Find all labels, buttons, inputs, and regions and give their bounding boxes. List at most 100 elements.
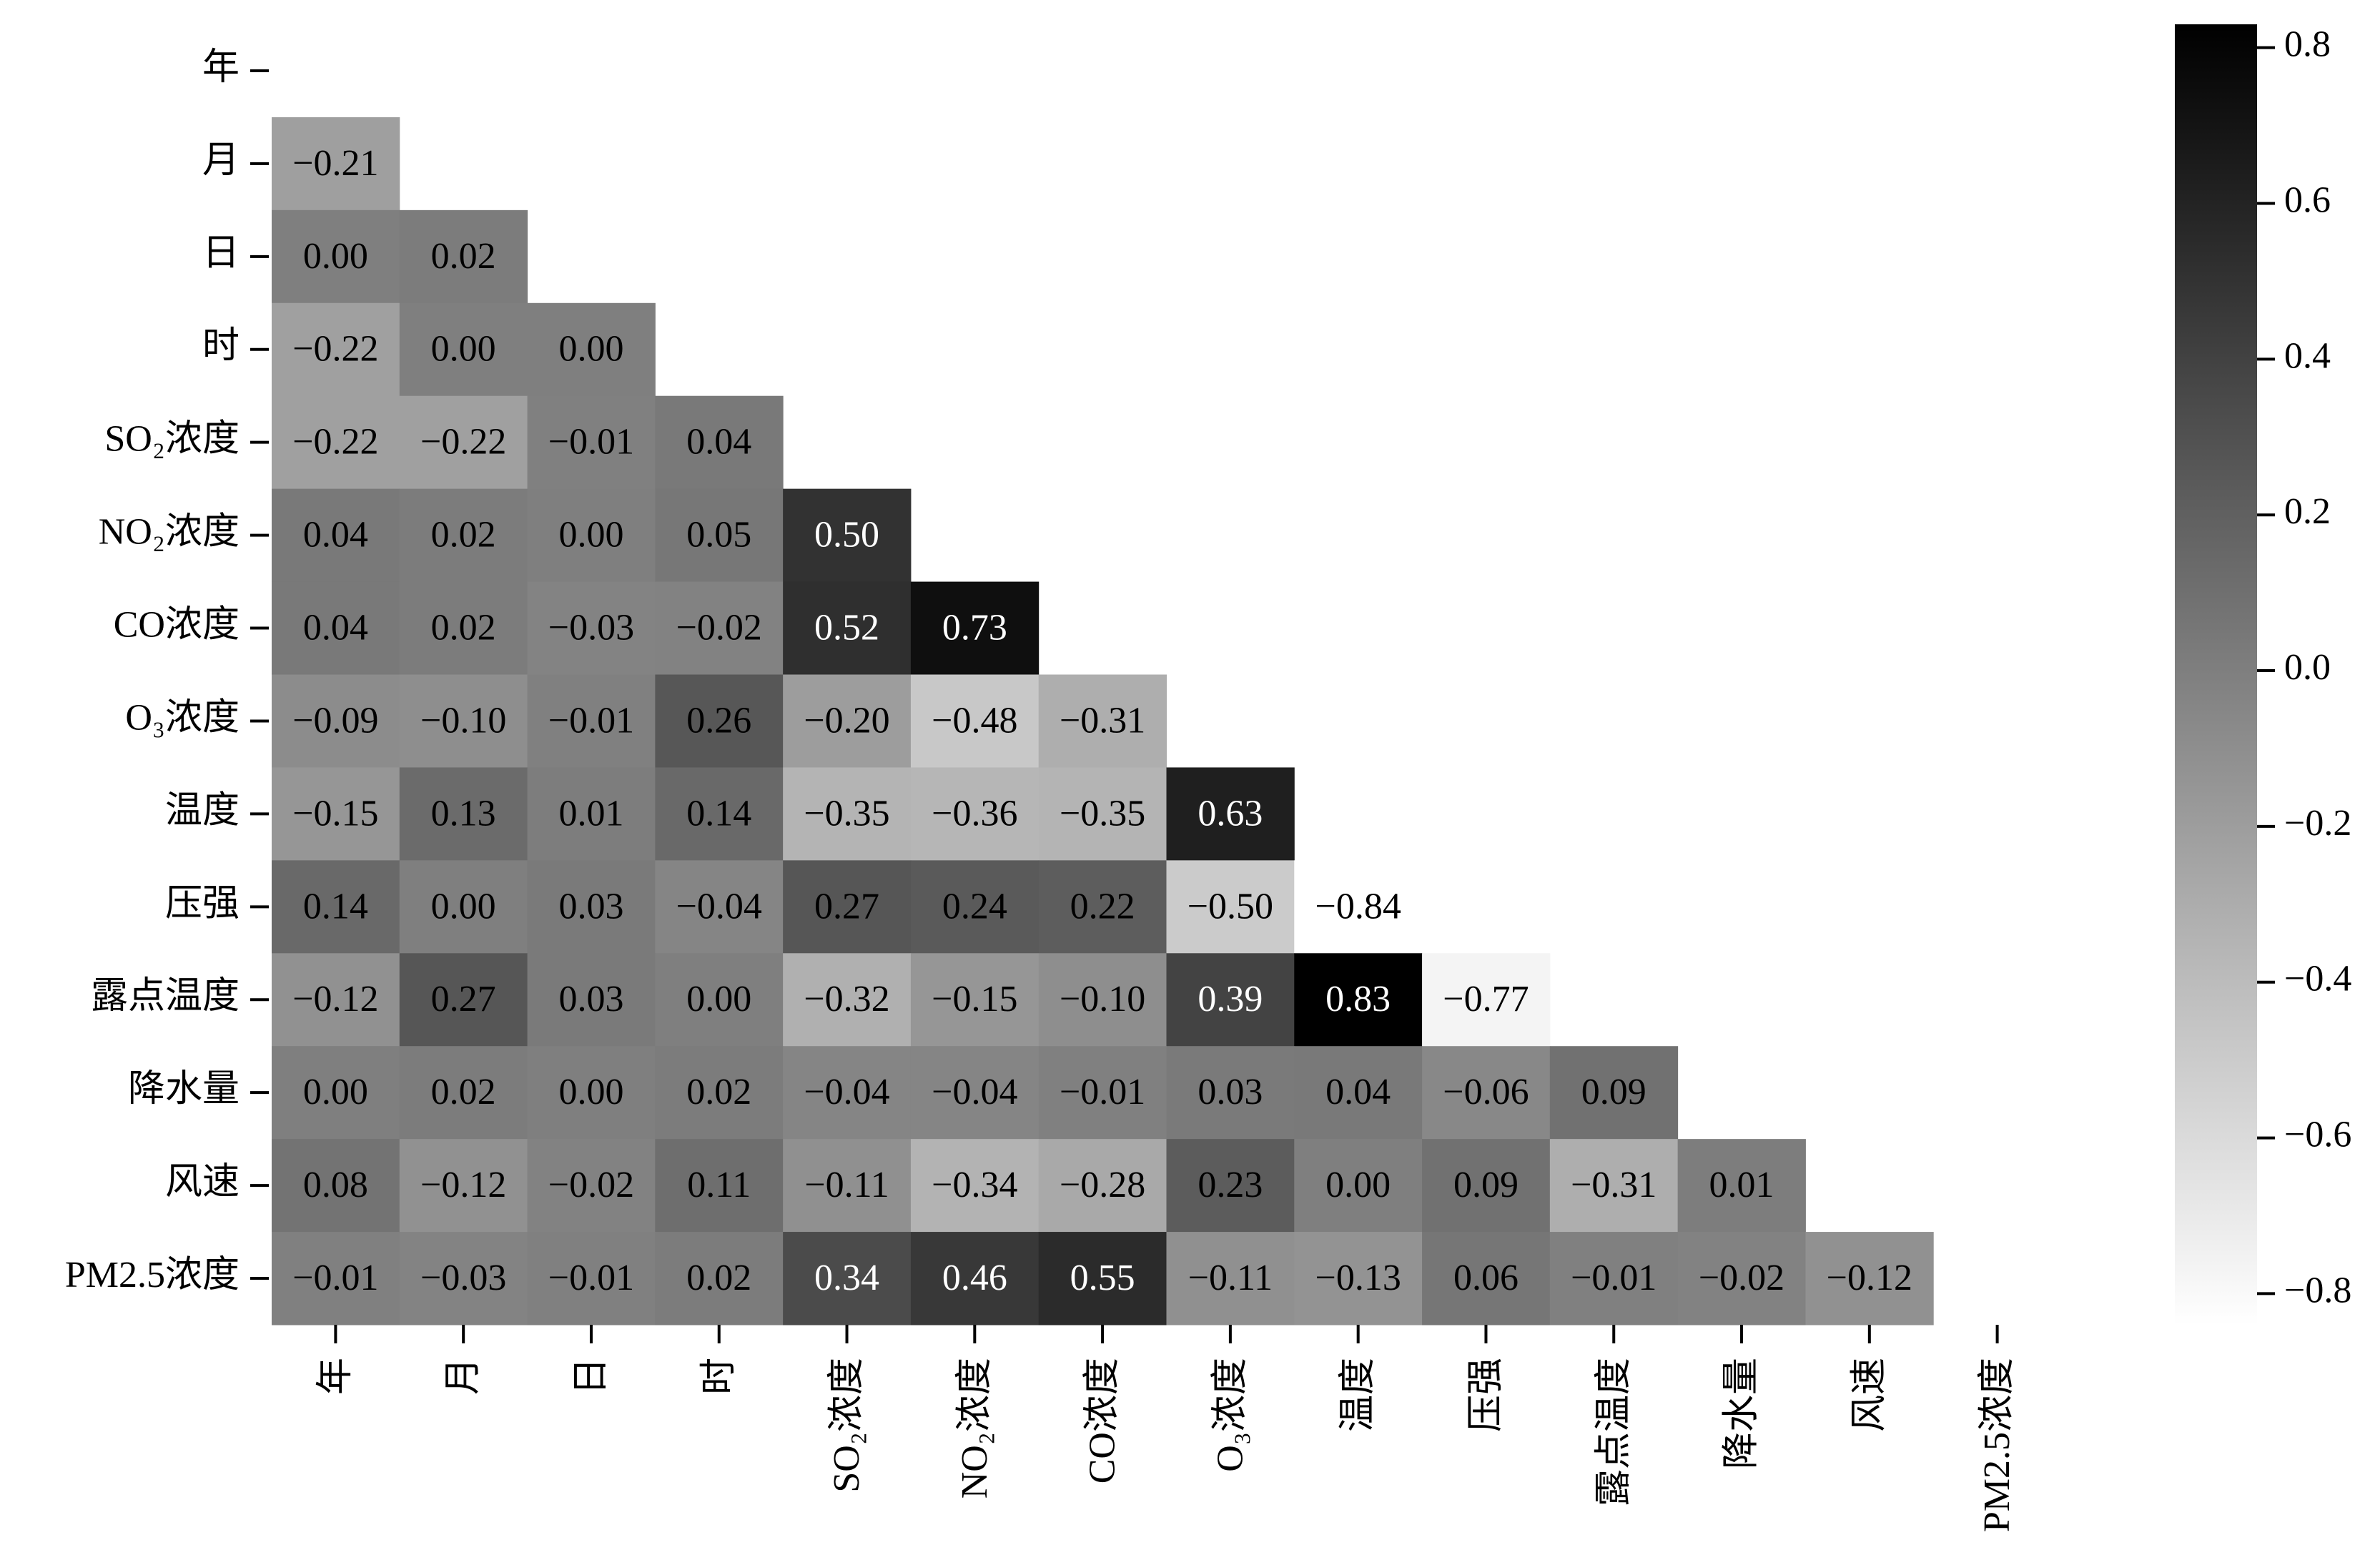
cell-label: −0.01 — [292, 1258, 378, 1298]
cell-label: −0.48 — [932, 700, 1017, 741]
colorbar-tick-label: −0.6 — [2284, 1115, 2351, 1155]
cell-label: −0.11 — [804, 1165, 889, 1205]
heatmap-cell — [783, 1046, 912, 1140]
cell-label: 0.50 — [814, 515, 879, 556]
heatmap-cell — [1038, 1046, 1167, 1140]
heatmap-cell — [399, 674, 528, 768]
heatmap-cell — [1422, 1232, 1551, 1326]
heatmap-cell — [910, 860, 1040, 954]
cell-label: −0.06 — [1443, 1072, 1529, 1112]
cell-label: −0.12 — [292, 979, 378, 1020]
y-tick-label: 时 — [202, 326, 240, 367]
x-tick-label: CO浓度 — [1082, 1358, 1123, 1484]
cell-label: 0.26 — [686, 700, 751, 741]
y-tick-label: PM2.5浓度 — [65, 1255, 240, 1295]
cell-label: −0.01 — [548, 422, 634, 463]
heatmap-cell — [527, 953, 656, 1047]
y-tick-label: 年 — [202, 47, 240, 88]
heatmap-cell — [399, 953, 528, 1047]
heatmap-cell — [1549, 1139, 1679, 1233]
x-tick-label: 日 — [571, 1358, 611, 1395]
cell-label: −0.04 — [932, 1072, 1017, 1112]
heatmap-cell — [399, 1139, 528, 1233]
heatmap-cell — [399, 302, 528, 397]
cell-label: −0.77 — [1443, 979, 1529, 1020]
cell-label: 0.23 — [1198, 1165, 1263, 1205]
cell-label: −0.01 — [1571, 1258, 1656, 1298]
heatmap-cell — [1294, 953, 1423, 1047]
cell-label: −0.35 — [804, 793, 889, 834]
cell-label: 0.02 — [686, 1258, 751, 1298]
heatmap-cell — [527, 674, 656, 768]
heatmap-cell — [655, 581, 784, 675]
cell-label: 0.00 — [303, 1072, 368, 1112]
cell-label: −0.04 — [676, 886, 762, 927]
y-tick-label: O₃浓度 — [125, 697, 240, 738]
cell-label: −0.13 — [1315, 1258, 1401, 1298]
colorbar-tick-label: 0.0 — [2284, 647, 2331, 688]
cell-label: 0.03 — [558, 979, 623, 1020]
x-tick-label: NO₂浓度 — [954, 1358, 995, 1499]
heatmap-cell — [910, 767, 1040, 861]
heatmap-cell — [1166, 767, 1295, 861]
cell-label: 0.02 — [686, 1072, 751, 1112]
x-tick-label: 露点温度 — [1594, 1358, 1634, 1506]
x-tick-label: 时 — [698, 1358, 739, 1395]
x-tick-label: 风速 — [1849, 1358, 1890, 1432]
heatmap-cell — [910, 1046, 1040, 1140]
cell-label: 0.00 — [686, 979, 751, 1020]
heatmap-cell — [272, 117, 400, 211]
cell-label: −0.20 — [804, 700, 889, 741]
heatmap-cell — [1549, 1046, 1679, 1140]
heatmap-cell — [272, 860, 400, 954]
cell-label: −0.31 — [1060, 700, 1145, 741]
heatmap-cell — [783, 1139, 912, 1233]
y-tick-label: 月 — [202, 140, 240, 181]
cell-label: 0.55 — [1070, 1258, 1135, 1298]
heatmap-cell — [1677, 1139, 1806, 1233]
heatmap-cell — [272, 488, 400, 583]
cell-label: 0.02 — [431, 236, 496, 277]
y-tick-label: CO浓度 — [114, 604, 240, 645]
cell-label: 0.00 — [431, 886, 496, 927]
cell-label: −0.12 — [420, 1165, 506, 1205]
heatmap-cell — [527, 395, 656, 490]
heatmap-cell — [655, 674, 784, 768]
heatmap-cell — [1294, 1232, 1423, 1326]
x-tick-label: O₃浓度 — [1210, 1358, 1250, 1472]
cell-label: 0.00 — [558, 515, 623, 556]
cell-label: −0.01 — [548, 700, 634, 741]
heatmap-cell — [655, 1232, 784, 1326]
cell-label: −0.21 — [292, 143, 378, 184]
heatmap-cell — [1422, 1139, 1551, 1233]
heatmap-cell — [272, 1046, 400, 1140]
cell-label: 0.00 — [558, 1072, 623, 1112]
heatmap-cell — [1677, 1232, 1806, 1326]
heatmap-cell — [399, 209, 528, 304]
cell-label: 0.83 — [1325, 979, 1391, 1020]
x-tick-label: PM2.5浓度 — [1977, 1358, 2018, 1532]
heatmap-cell — [655, 953, 784, 1047]
cell-label: −0.34 — [932, 1165, 1017, 1205]
cell-label: 0.00 — [303, 236, 368, 277]
heatmap-cell — [272, 302, 400, 397]
cell-label: 0.52 — [814, 607, 879, 648]
heatmap-cell — [783, 953, 912, 1047]
heatmap-cell — [272, 395, 400, 490]
cell-label: 0.02 — [431, 515, 496, 556]
heatmap-cell — [783, 767, 912, 861]
heatmap-cell — [399, 581, 528, 675]
heatmap-cell — [1038, 1139, 1167, 1233]
heatmap-cell — [1805, 1232, 1934, 1326]
cell-label: −0.03 — [548, 607, 634, 648]
heatmap-cell — [655, 767, 784, 861]
heatmap-cell — [527, 302, 656, 397]
heatmap-cell — [1038, 860, 1167, 954]
cell-label: −0.35 — [1060, 793, 1145, 834]
cell-label: −0.02 — [1699, 1258, 1784, 1298]
colorbar-tick-label: −0.8 — [2284, 1270, 2351, 1310]
y-tick-label: SO₂浓度 — [104, 419, 240, 460]
cell-label: −0.15 — [932, 979, 1017, 1020]
heatmap-cell — [272, 1139, 400, 1233]
